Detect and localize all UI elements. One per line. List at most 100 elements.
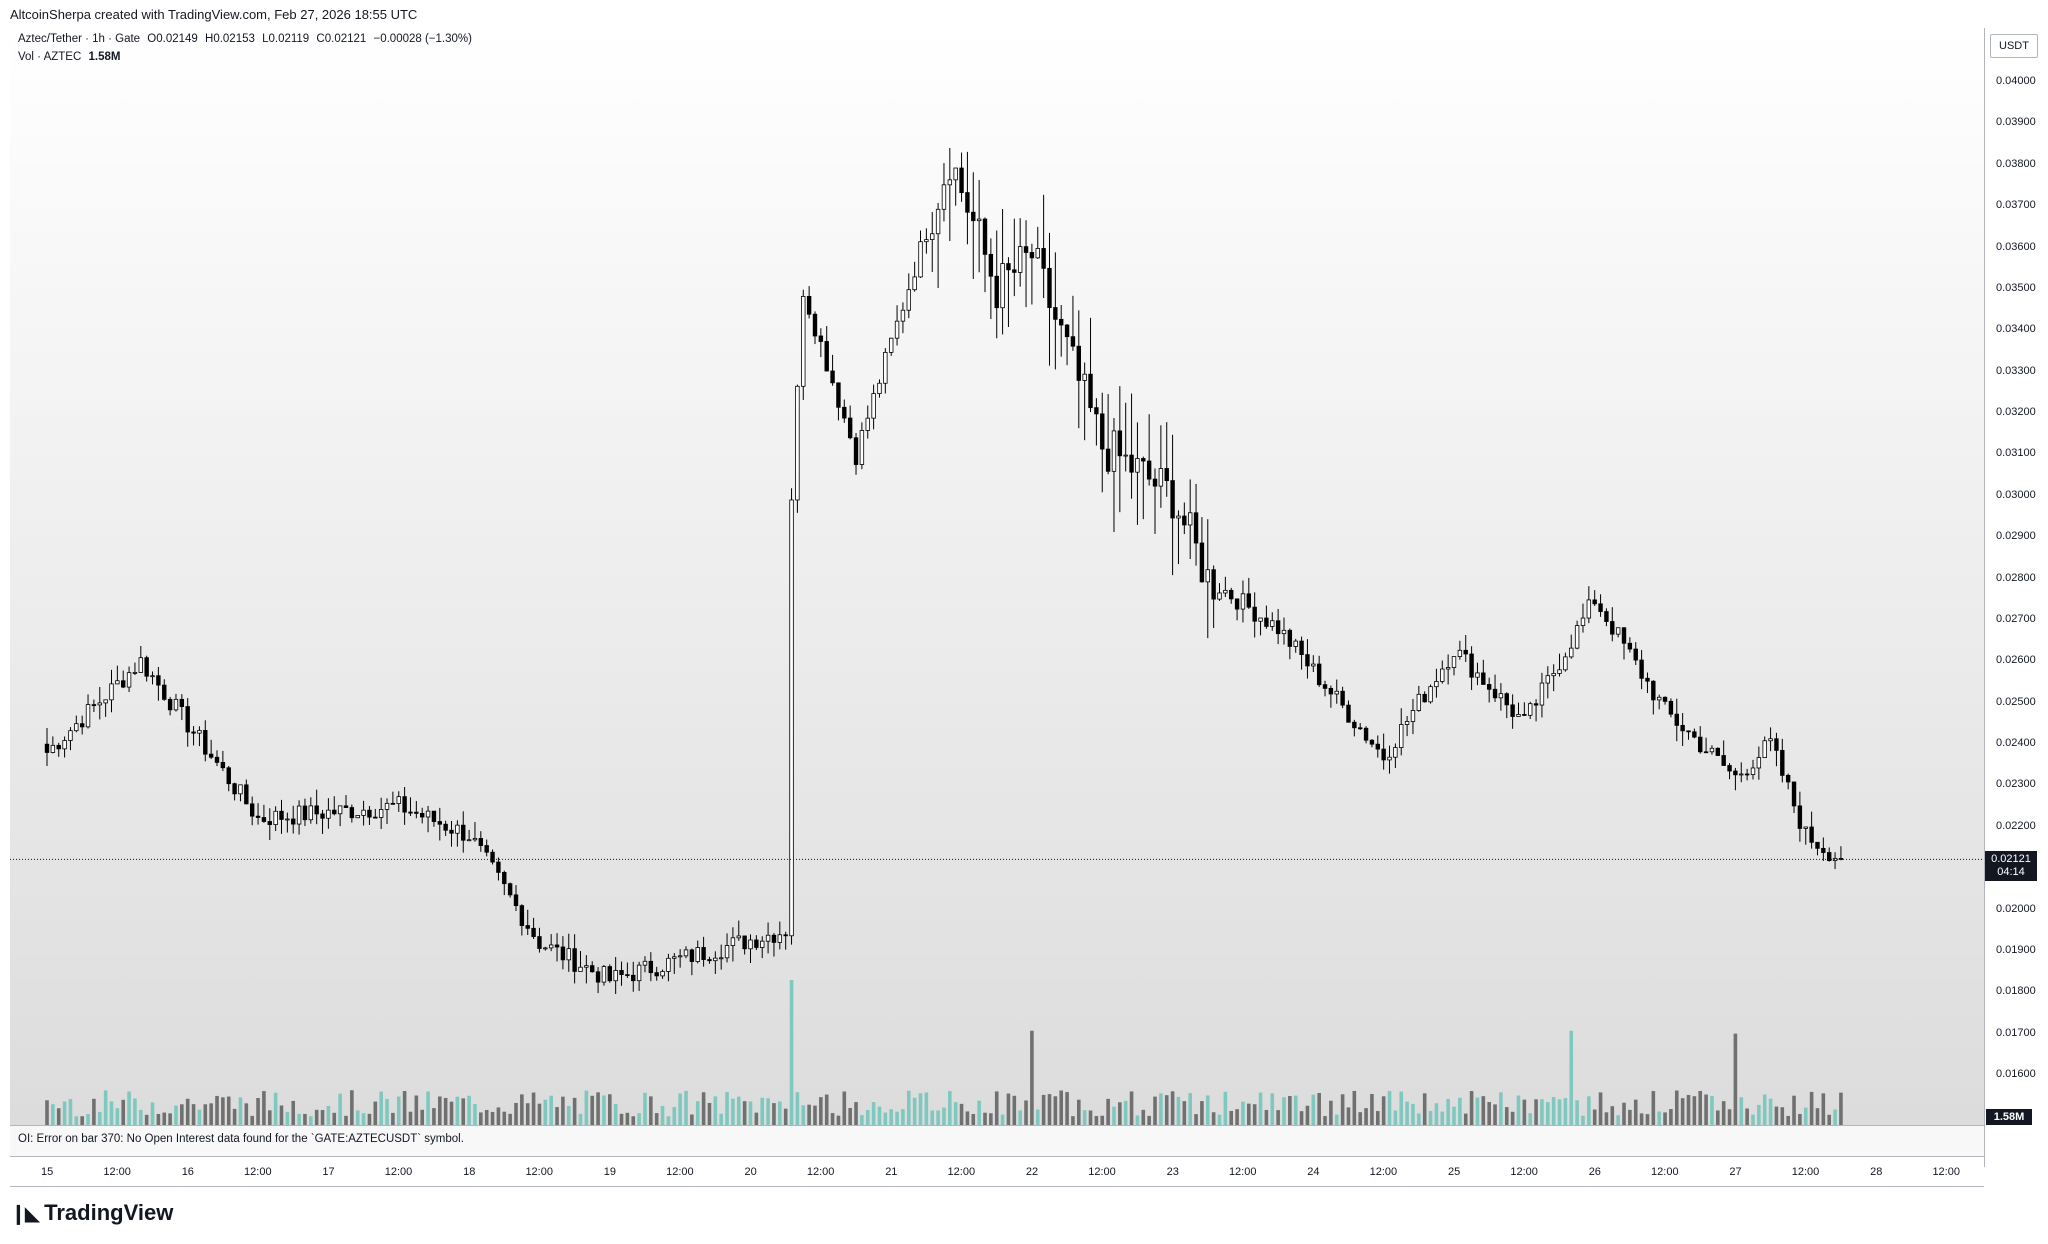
volume-bar xyxy=(226,1096,231,1125)
volume-bar xyxy=(1469,1091,1474,1125)
candle-down xyxy=(959,167,964,193)
volume-bar xyxy=(1639,1113,1644,1125)
candle-down xyxy=(437,821,442,825)
open-value: O0.02149 xyxy=(147,33,198,45)
candle-up xyxy=(1223,589,1228,594)
volume-bar xyxy=(684,1090,688,1125)
candle-up xyxy=(642,960,648,966)
candle-down xyxy=(965,192,970,213)
candle-down xyxy=(537,936,542,949)
candle-up xyxy=(1387,756,1392,761)
volume-bar xyxy=(1721,1101,1726,1125)
candle-down xyxy=(1340,690,1345,706)
candle-up xyxy=(109,683,114,701)
volume-bar xyxy=(1481,1096,1486,1125)
candle-up xyxy=(50,744,56,753)
candle-down xyxy=(1809,826,1814,843)
volume-bar xyxy=(350,1090,354,1125)
volume-bar xyxy=(1229,1110,1234,1125)
volume-label[interactable]: Vol · AZTEC xyxy=(18,51,82,63)
candle-down xyxy=(1328,687,1334,695)
candle-up xyxy=(296,805,302,825)
candle-up xyxy=(1293,640,1298,647)
volume-bar xyxy=(848,1108,852,1125)
volume-bar xyxy=(514,1102,518,1125)
volume-bar xyxy=(1803,1107,1808,1125)
candle-down xyxy=(1275,620,1281,635)
time-axis[interactable] xyxy=(10,1156,1984,1187)
volume-bar xyxy=(736,1096,741,1125)
time-tick-label: 28 xyxy=(1870,1166,1883,1178)
volume-bar xyxy=(1616,1115,1620,1125)
volume-bar xyxy=(449,1101,454,1125)
candle-up xyxy=(68,730,73,741)
price-tick-label: 0.02500 xyxy=(1996,695,2036,708)
candle-up xyxy=(1111,430,1117,472)
candle-up xyxy=(1580,617,1586,626)
candle-down xyxy=(402,796,407,813)
currency-selector[interactable]: USDT xyxy=(1990,34,2038,58)
volume-bar xyxy=(51,1104,55,1125)
candle-down xyxy=(783,934,788,937)
candle-down xyxy=(367,809,372,818)
volume-bar xyxy=(1352,1090,1357,1125)
time-tick-label: 22 xyxy=(1025,1166,1039,1178)
time-tick-label: 12:00 xyxy=(384,1166,413,1178)
volume-bar xyxy=(936,1110,940,1125)
price-tick-label: 0.01800 xyxy=(1996,985,2036,998)
volume-bar xyxy=(97,1111,102,1125)
candle-down xyxy=(249,803,255,817)
candle-down xyxy=(156,675,161,686)
candle-up xyxy=(138,657,143,673)
price-axis[interactable] xyxy=(1984,28,2048,1167)
volume-bar xyxy=(1428,1110,1433,1125)
candle-up xyxy=(1082,373,1087,381)
symbol-label[interactable]: Aztec/Tether · 1h · Gate xyxy=(18,33,141,45)
volume-bar xyxy=(1006,1093,1011,1125)
candle-up xyxy=(548,944,554,949)
candle-down xyxy=(191,731,196,734)
volume-bar xyxy=(895,1111,899,1125)
time-tick-label: 12:00 xyxy=(1369,1166,1398,1178)
candle-down xyxy=(1076,345,1081,381)
candle-up xyxy=(1551,673,1556,677)
volume-bar xyxy=(1516,1095,1521,1125)
candle-down xyxy=(1651,680,1656,701)
candlestick-chart[interactable] xyxy=(10,28,1984,1125)
price-chart-pane[interactable] xyxy=(10,28,1984,1125)
candle-down xyxy=(525,925,530,929)
time-tick-label: 12:00 xyxy=(1932,1166,1960,1178)
volume-bar xyxy=(1745,1108,1749,1125)
volume-bar xyxy=(1739,1097,1744,1125)
volume-bar xyxy=(1264,1109,1269,1125)
candle-down xyxy=(1815,841,1820,849)
volume-bar xyxy=(1346,1107,1351,1125)
candle-up xyxy=(1428,686,1433,703)
volume-bar xyxy=(1147,1115,1151,1125)
candle-down xyxy=(1316,663,1322,686)
candle-down xyxy=(408,811,413,814)
volume-bar xyxy=(1557,1099,1562,1125)
candle-down xyxy=(1246,593,1252,608)
price-tick-label: 0.04000 xyxy=(1996,75,2036,87)
candle-down xyxy=(1369,739,1375,745)
volume-bar xyxy=(649,1096,653,1125)
volume-bar xyxy=(948,1091,952,1125)
volume-bar xyxy=(127,1091,131,1125)
volume-bar xyxy=(1129,1091,1134,1125)
volume-bar xyxy=(1786,1115,1790,1125)
candle-up xyxy=(115,680,120,685)
volume-bar xyxy=(115,1108,120,1125)
volume-bar xyxy=(1170,1091,1175,1125)
volume-bar xyxy=(1733,1033,1738,1125)
volume-bar xyxy=(1727,1109,1732,1125)
volume-bar xyxy=(1534,1099,1538,1125)
candle-down xyxy=(560,946,566,961)
volume-bar xyxy=(1217,1114,1222,1125)
volume-bar xyxy=(191,1104,196,1125)
candle-down xyxy=(449,829,454,834)
volume-bar xyxy=(185,1098,190,1125)
candle-up xyxy=(132,672,138,674)
candle-down xyxy=(1686,730,1691,733)
candle-down xyxy=(1721,755,1726,766)
